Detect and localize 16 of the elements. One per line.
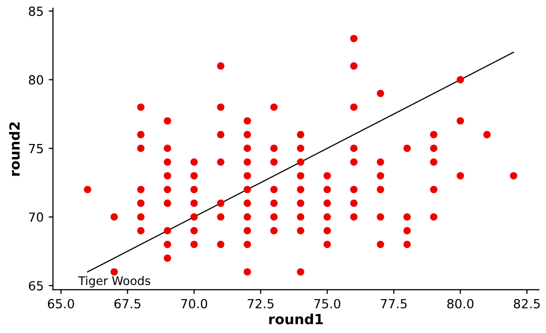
x-tick-label: 75.0 — [314, 298, 340, 308]
x-tick-label: 80.0 — [447, 298, 474, 308]
y-tick-label: 75 — [29, 144, 43, 154]
x-tick-label: 77.5 — [380, 299, 407, 308]
y-tick-label: 65 — [28, 281, 43, 291]
x-tick-label: 72.5 — [248, 298, 274, 308]
x-tick-label: 67.5 — [114, 298, 140, 308]
x-tick-label: 70.0 — [181, 298, 208, 308]
x-axis-title: round1 — [269, 314, 323, 324]
y-tick-label: 80 — [28, 75, 44, 85]
y-tick-label: 70 — [29, 212, 44, 222]
y-tick-label: 85 — [28, 6, 43, 16]
y-axis-title: round2 — [9, 122, 20, 176]
x-tick-label: 82.5 — [514, 298, 540, 308]
annotation: Tiger Woods — [78, 276, 150, 288]
x-tick-label: 65.0 — [48, 298, 74, 308]
